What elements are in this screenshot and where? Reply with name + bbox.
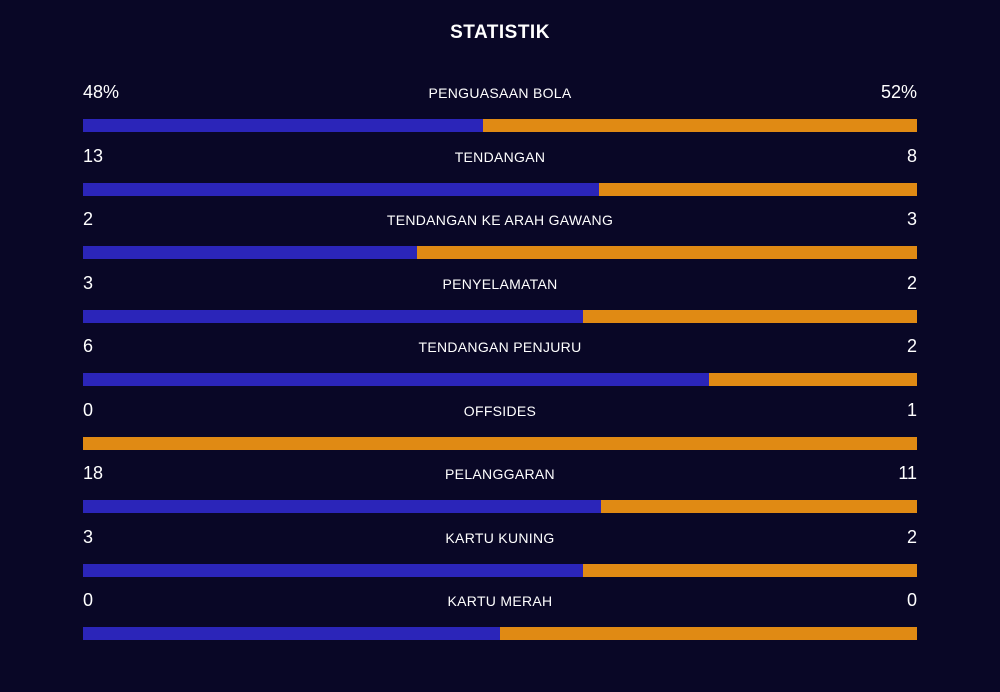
home-value: 0 — [83, 399, 94, 420]
home-value: 6 — [83, 336, 94, 356]
away-value: 52% — [880, 82, 917, 102]
home-bar-segment — [83, 182, 600, 196]
comparison-bar — [83, 563, 917, 577]
stats-list: 48% PENGUASAAN BOLA 52% 13 TENDANGAN 8 — [83, 76, 917, 648]
home-value: 0 — [83, 590, 94, 610]
stat-row-header: 6 TENDANGAN PENJURU 2 — [83, 330, 917, 362]
away-value: 3 — [906, 209, 917, 229]
stat-row-fouls: 18 PELANGGARAN 11 — [83, 457, 917, 521]
home-bar-segment — [83, 309, 584, 323]
stat-row-possession: 48% PENGUASAAN BOLA 52% — [83, 76, 917, 140]
away-bar-segment — [83, 436, 917, 450]
away-value: 8 — [906, 145, 917, 166]
comparison-bar — [83, 246, 917, 259]
comparison-bar — [83, 309, 917, 323]
away-value: 1 — [906, 399, 917, 420]
stat-row-shots: 13 TENDANGAN 8 — [83, 140, 917, 204]
away-bar-segment — [583, 563, 917, 577]
stat-row-header: 3 KARTU KUNING 2 — [83, 521, 917, 553]
stat-row-shots-on-target: 2 TENDANGAN KE ARAH GAWANG 3 — [83, 203, 917, 267]
away-bar-segment — [500, 627, 917, 640]
comparison-bar — [83, 373, 917, 386]
home-bar-segment — [83, 246, 417, 259]
stat-label: PENYELAMATAN — [442, 275, 558, 292]
home-value: 2 — [83, 209, 94, 229]
stat-row-header: 0 KARTU MERAH 0 — [83, 584, 917, 616]
stat-row-red-cards: 0 KARTU MERAH 0 — [83, 584, 917, 648]
away-value: 2 — [906, 336, 917, 356]
stat-label: PELANGGARAN — [445, 466, 555, 482]
stat-label: KARTU MERAH — [447, 593, 553, 609]
away-value: 0 — [906, 590, 917, 610]
stat-row-header: 0 OFFSIDES 1 — [83, 394, 917, 426]
stat-row-saves: 3 PENYELAMATAN 2 — [83, 267, 917, 331]
home-value: 3 — [83, 526, 94, 547]
home-value: 3 — [83, 272, 94, 293]
stat-label: KARTU KUNING — [445, 529, 555, 546]
away-bar-segment — [583, 309, 917, 323]
comparison-bar — [83, 436, 917, 450]
away-bar-segment — [599, 182, 917, 196]
home-bar-segment — [83, 119, 484, 132]
stat-label: PENGUASAAN BOLA — [428, 85, 572, 101]
home-bar-segment — [83, 373, 709, 386]
home-value: 48% — [83, 82, 120, 102]
stat-label: TENDANGAN KE ARAH GAWANG — [386, 212, 614, 228]
comparison-bar — [83, 119, 917, 132]
home-bar-segment — [83, 500, 601, 513]
home-value: 13 — [83, 145, 104, 166]
stat-row-corners: 6 TENDANGAN PENJURU 2 — [83, 330, 917, 394]
stat-label: TENDANGAN — [454, 148, 546, 165]
stat-row-header: 3 PENYELAMATAN 2 — [83, 267, 917, 299]
stat-label: OFFSIDES — [463, 402, 537, 419]
stat-row-header: 18 PELANGGARAN 11 — [83, 457, 917, 489]
away-bar-segment — [708, 373, 917, 386]
home-bar-segment — [83, 563, 584, 577]
away-bar-segment — [483, 119, 917, 132]
home-value: 18 — [83, 463, 104, 483]
stat-row-header: 13 TENDANGAN 8 — [83, 140, 917, 172]
away-bar-segment — [600, 500, 917, 513]
stat-row-header: 2 TENDANGAN KE ARAH GAWANG 3 — [83, 203, 917, 235]
away-value: 11 — [898, 463, 917, 483]
stat-label: TENDANGAN PENJURU — [418, 339, 582, 355]
comparison-bar — [83, 182, 917, 196]
stat-row-offsides: 0 OFFSIDES 1 — [83, 394, 917, 458]
away-value: 2 — [906, 526, 917, 547]
page-title: STATISTIK — [450, 22, 550, 43]
away-bar-segment — [416, 246, 917, 259]
comparison-bar — [83, 627, 917, 640]
stat-row-yellow-cards: 3 KARTU KUNING 2 — [83, 521, 917, 585]
away-value: 2 — [906, 272, 917, 293]
home-bar-segment — [83, 627, 500, 640]
comparison-bar — [83, 500, 917, 513]
stat-row-header: 48% PENGUASAAN BOLA 52% — [83, 76, 917, 108]
